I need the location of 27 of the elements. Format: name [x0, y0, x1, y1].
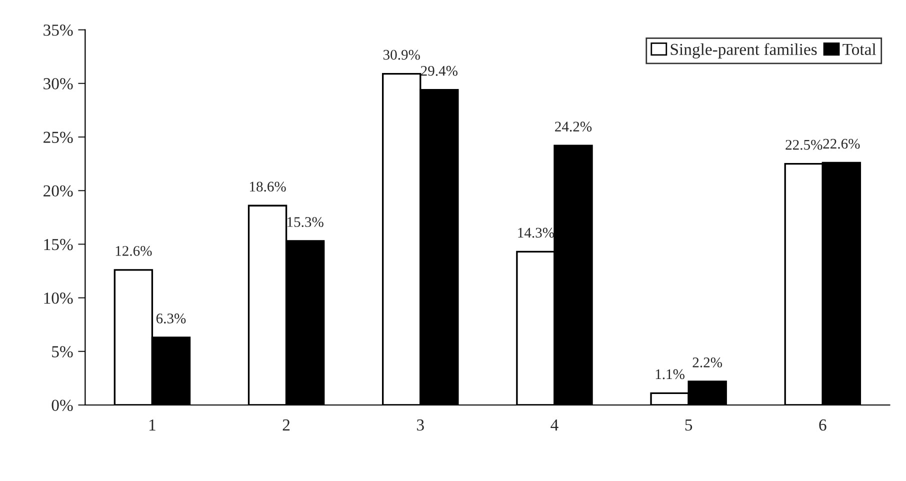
data-label: 2.2%: [692, 358, 722, 368]
legend-label: Total: [842, 43, 876, 56]
x-tick-label: 3: [417, 419, 424, 431]
x-tick-label: 5: [685, 420, 692, 431]
y-tick-label: 20%: [44, 185, 73, 197]
legend-label: Single-parent families: [670, 43, 817, 58]
y-tick-label: 5%: [52, 346, 73, 358]
data-label: 18.6%: [250, 182, 286, 192]
data-label: 12.6%: [116, 246, 152, 256]
y-tick-label: 15%: [44, 238, 73, 250]
data-label: 1.1%: [656, 369, 684, 380]
data-label: 15.3%: [288, 217, 324, 227]
y-tick-label: 0%: [52, 400, 73, 412]
data-label: 30.9%: [383, 50, 420, 60]
y-tick-label: 30%: [44, 78, 73, 90]
y-tick-label: 25%: [44, 132, 73, 144]
data-label: 24.2%: [555, 122, 592, 132]
data-label: 22.5%: [786, 140, 822, 150]
y-tick-label: 10%: [44, 292, 73, 304]
x-tick-label: 1: [150, 419, 156, 430]
data-label: 22.6%: [823, 138, 860, 149]
y-tick-label: 35%: [44, 24, 73, 36]
x-tick-label: 6: [819, 419, 826, 431]
x-tick-label: 2: [282, 419, 290, 430]
data-label: 29.4%: [420, 66, 458, 76]
x-tick-label: 4: [550, 419, 558, 430]
data-label: 6.3%: [156, 314, 186, 324]
